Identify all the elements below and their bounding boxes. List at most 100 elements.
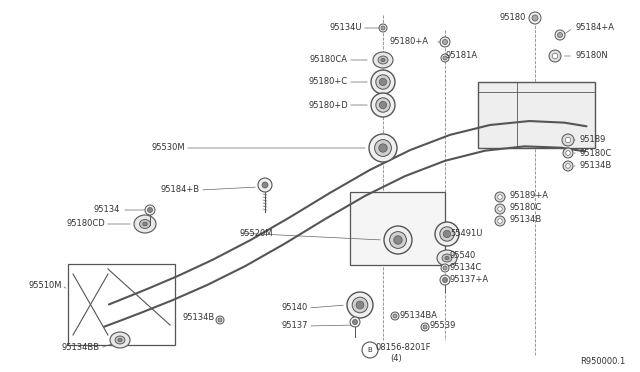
Text: 95184+A: 95184+A bbox=[575, 23, 614, 32]
Circle shape bbox=[393, 314, 397, 318]
Ellipse shape bbox=[378, 56, 388, 64]
Circle shape bbox=[498, 207, 502, 211]
Text: 95539: 95539 bbox=[430, 321, 456, 330]
FancyBboxPatch shape bbox=[478, 82, 595, 148]
Circle shape bbox=[262, 182, 268, 188]
Text: 95530M: 95530M bbox=[152, 144, 185, 153]
Text: 95180CD: 95180CD bbox=[67, 219, 105, 228]
Circle shape bbox=[362, 342, 378, 358]
Ellipse shape bbox=[110, 332, 130, 348]
Circle shape bbox=[384, 226, 412, 254]
Circle shape bbox=[563, 161, 573, 171]
Text: 95134B: 95134B bbox=[183, 314, 215, 323]
Text: 08156-8201F: 08156-8201F bbox=[375, 343, 431, 353]
Circle shape bbox=[380, 102, 387, 109]
Circle shape bbox=[145, 205, 155, 215]
Text: 95137: 95137 bbox=[282, 321, 308, 330]
Circle shape bbox=[441, 264, 449, 272]
Circle shape bbox=[258, 178, 272, 192]
Text: 95180C: 95180C bbox=[510, 203, 542, 212]
Circle shape bbox=[216, 316, 224, 324]
Circle shape bbox=[441, 54, 449, 62]
Circle shape bbox=[498, 195, 502, 199]
Circle shape bbox=[498, 219, 502, 223]
Ellipse shape bbox=[140, 219, 150, 228]
Circle shape bbox=[218, 318, 222, 322]
Circle shape bbox=[353, 320, 358, 324]
Circle shape bbox=[379, 24, 387, 32]
Circle shape bbox=[555, 30, 565, 40]
Circle shape bbox=[390, 232, 406, 248]
Circle shape bbox=[444, 230, 451, 238]
Circle shape bbox=[443, 56, 447, 60]
Ellipse shape bbox=[118, 339, 122, 341]
Text: 95137+A: 95137+A bbox=[450, 275, 489, 283]
Circle shape bbox=[440, 37, 450, 47]
Circle shape bbox=[369, 134, 397, 162]
Text: (4): (4) bbox=[390, 355, 402, 363]
Text: 95180+D: 95180+D bbox=[308, 100, 348, 109]
Circle shape bbox=[394, 236, 402, 244]
Circle shape bbox=[376, 98, 390, 112]
Ellipse shape bbox=[115, 336, 125, 344]
Text: 95134: 95134 bbox=[93, 205, 120, 215]
Circle shape bbox=[557, 32, 563, 38]
Ellipse shape bbox=[442, 254, 452, 262]
Text: R950000.1: R950000.1 bbox=[580, 357, 625, 366]
Circle shape bbox=[440, 275, 450, 285]
Text: 95180: 95180 bbox=[500, 13, 526, 22]
Text: 95180CA: 95180CA bbox=[310, 55, 348, 64]
Circle shape bbox=[356, 301, 364, 309]
Circle shape bbox=[374, 140, 392, 156]
Text: 95181A: 95181A bbox=[445, 51, 477, 61]
Text: 95180C: 95180C bbox=[580, 148, 612, 157]
Text: B: B bbox=[367, 347, 372, 353]
Circle shape bbox=[440, 227, 454, 241]
Circle shape bbox=[562, 134, 574, 146]
Circle shape bbox=[347, 292, 373, 318]
Text: 95520M: 95520M bbox=[240, 228, 273, 237]
Circle shape bbox=[391, 312, 399, 320]
Text: 55491U: 55491U bbox=[450, 230, 483, 238]
Circle shape bbox=[529, 12, 541, 24]
Circle shape bbox=[381, 26, 385, 30]
Circle shape bbox=[565, 137, 571, 143]
Text: 95134B: 95134B bbox=[510, 215, 542, 224]
Circle shape bbox=[552, 53, 557, 59]
Circle shape bbox=[495, 192, 505, 202]
Ellipse shape bbox=[437, 250, 457, 266]
Circle shape bbox=[532, 15, 538, 21]
Circle shape bbox=[566, 164, 570, 168]
Circle shape bbox=[566, 151, 570, 155]
Ellipse shape bbox=[445, 256, 449, 260]
Text: 95540: 95540 bbox=[450, 250, 476, 260]
Text: 95134U: 95134U bbox=[330, 23, 362, 32]
Ellipse shape bbox=[373, 52, 393, 68]
Text: 95134B: 95134B bbox=[580, 161, 612, 170]
Text: 95180+C: 95180+C bbox=[309, 77, 348, 87]
Circle shape bbox=[495, 216, 505, 226]
Text: 95184+B: 95184+B bbox=[161, 186, 200, 195]
Text: 95189+A: 95189+A bbox=[510, 192, 549, 201]
Circle shape bbox=[563, 148, 573, 158]
Circle shape bbox=[376, 75, 390, 89]
Circle shape bbox=[371, 93, 395, 117]
Text: 95140: 95140 bbox=[282, 304, 308, 312]
Circle shape bbox=[380, 78, 387, 86]
Text: 95134C: 95134C bbox=[450, 263, 483, 272]
Text: 95189: 95189 bbox=[580, 135, 606, 144]
Circle shape bbox=[352, 297, 368, 313]
Circle shape bbox=[443, 266, 447, 270]
Ellipse shape bbox=[381, 58, 385, 62]
Circle shape bbox=[147, 208, 152, 212]
FancyBboxPatch shape bbox=[350, 192, 445, 265]
Text: 95180N: 95180N bbox=[575, 51, 608, 61]
Circle shape bbox=[495, 204, 505, 214]
Circle shape bbox=[549, 50, 561, 62]
Ellipse shape bbox=[143, 222, 147, 226]
Circle shape bbox=[435, 222, 459, 246]
Text: 95134BA: 95134BA bbox=[400, 311, 438, 320]
Circle shape bbox=[421, 323, 429, 331]
Text: 95134BB: 95134BB bbox=[62, 343, 100, 353]
Circle shape bbox=[350, 317, 360, 327]
